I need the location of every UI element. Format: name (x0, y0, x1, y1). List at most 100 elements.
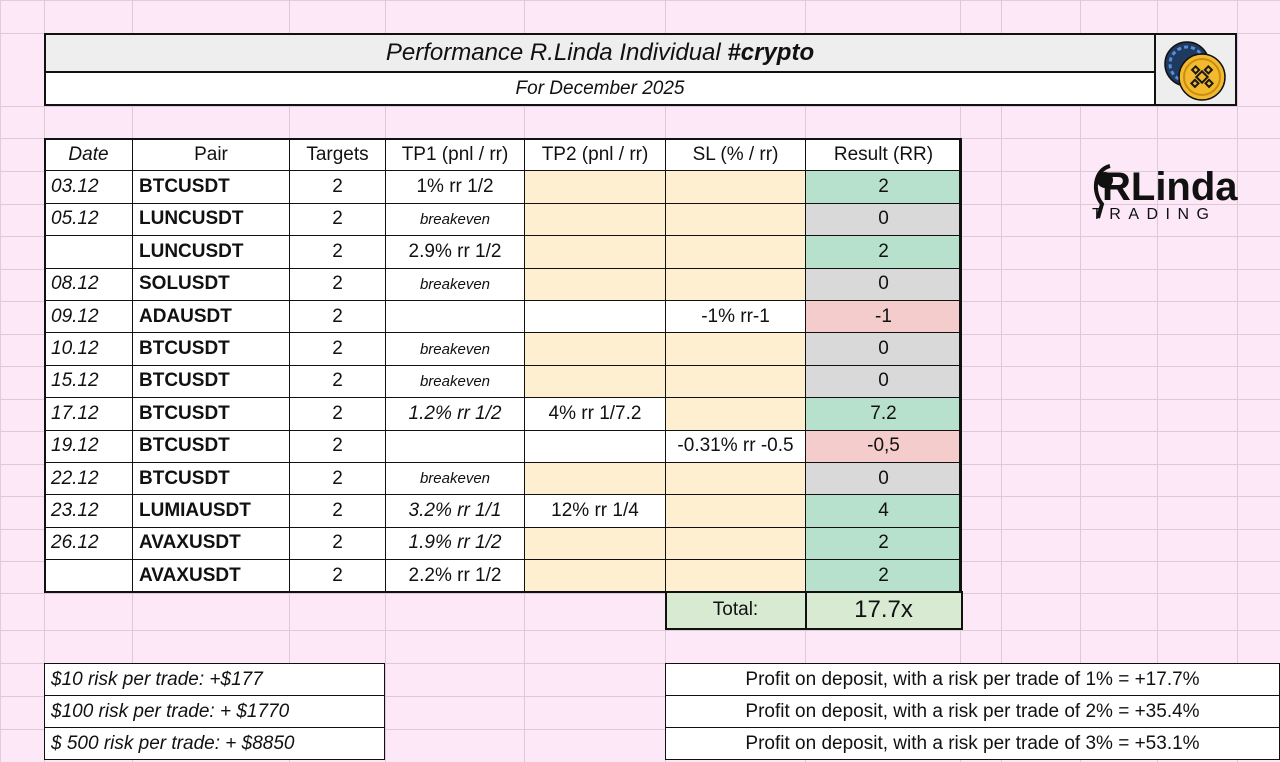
cell-targets: 2 (289, 170, 386, 204)
table-row: LUNCUSDT 2 2.9% rr 1/2 2 (44, 235, 962, 269)
cell-tp2 (524, 235, 666, 269)
table-row: 22.12 BTCUSDT 2 breakeven 0 (44, 461, 962, 496)
cell-date: 22.12 (44, 461, 133, 496)
cell-targets: 2 (289, 429, 386, 463)
cell-result: 0 (805, 461, 962, 496)
cell-pair: AVAXUSDT (132, 526, 290, 561)
title-tag: #crypto (727, 39, 815, 66)
table-row: 19.12 BTCUSDT 2 -0.31% rr -0.5 -0,5 (44, 429, 962, 463)
cell-sl (665, 461, 806, 496)
cell-tp1: 3.2% rr 1/1 (385, 494, 525, 528)
table-row: AVAXUSDT 2 2.2% rr 1/2 2 (44, 559, 962, 593)
deposit-profit-row: Profit on deposit, with a risk per trade… (665, 727, 1280, 760)
cell-targets: 2 (289, 267, 386, 301)
deposit-profit-table: Profit on deposit, with a risk per trade… (665, 663, 1280, 760)
cell-targets: 2 (289, 364, 386, 399)
cell-result: 0 (805, 267, 962, 301)
col-header-sl: SL (% / rr) (665, 137, 806, 172)
cell-tp2 (524, 461, 666, 496)
cell-tp2: 4% rr 1/7.2 (524, 397, 666, 431)
table-row: 08.12 SOLUSDT 2 breakeven 0 (44, 267, 962, 301)
risk-example-row: $ 500 risk per trade: + $8850 (44, 727, 385, 760)
cell-targets: 2 (289, 461, 386, 496)
cell-pair: BTCUSDT (132, 429, 290, 463)
cell-date (44, 235, 133, 269)
cell-result: 2 (805, 235, 962, 269)
cell-sl: -0.31% rr -0.5 (665, 429, 806, 463)
cell-date: 09.12 (44, 299, 133, 334)
cell-date: 10.12 (44, 332, 133, 366)
cell-targets: 2 (289, 202, 386, 237)
cell-tp1: breakeven (385, 332, 525, 366)
table-row: 10.12 BTCUSDT 2 breakeven 0 (44, 332, 962, 366)
cell-tp2 (524, 429, 666, 463)
cell-tp1 (385, 429, 525, 463)
table-row: 03.12 BTCUSDT 2 1% rr 1/2 2 (44, 170, 962, 204)
risk-example-row: $10 risk per trade: +$177 (44, 663, 385, 696)
deposit-profit-row: Profit on deposit, with a risk per trade… (665, 695, 1280, 728)
brand-tagline: TRADING (1092, 206, 1217, 223)
cell-tp1: 1% rr 1/2 (385, 170, 525, 204)
cell-targets: 2 (289, 235, 386, 269)
cell-tp1 (385, 299, 525, 334)
col-header-targets: Targets (289, 137, 386, 172)
risk-example-row: $100 risk per trade: + $1770 (44, 695, 385, 728)
col-header-result: Result (RR) (805, 137, 962, 172)
total-row: Total: 17.7x (45, 590, 963, 630)
binance-coin-icon (1156, 35, 1235, 104)
cell-tp2 (524, 299, 666, 334)
cell-pair: LUNCUSDT (132, 235, 290, 269)
performance-table: Date Pair Targets TP1 (pnl / rr) TP2 (pn… (44, 137, 963, 630)
table-row: 05.12 LUNCUSDT 2 breakeven 0 (44, 202, 962, 237)
cell-tp2 (524, 267, 666, 301)
total-label: Total: (664, 590, 807, 630)
cell-date: 05.12 (44, 202, 133, 237)
cell-targets: 2 (289, 397, 386, 431)
cell-date: 03.12 (44, 170, 133, 204)
cell-sl (665, 397, 806, 431)
cell-pair: BTCUSDT (132, 397, 290, 431)
cell-result: 0 (805, 364, 962, 399)
cell-sl (665, 559, 806, 593)
cell-tp1: breakeven (385, 267, 525, 301)
cell-result: 2 (805, 559, 962, 593)
cell-date: 17.12 (44, 397, 133, 431)
cell-result: 0 (805, 202, 962, 237)
cell-date: 26.12 (44, 526, 133, 561)
cell-tp1: 2.9% rr 1/2 (385, 235, 525, 269)
cell-pair: LUNCUSDT (132, 202, 290, 237)
cell-tp1: 1.9% rr 1/2 (385, 526, 525, 561)
deposit-profit-row: Profit on deposit, with a risk per trade… (665, 663, 1280, 696)
cell-tp1: breakeven (385, 461, 525, 496)
cell-targets: 2 (289, 299, 386, 334)
report-header: Performance R.Linda Individual #crypto F… (44, 33, 1237, 106)
cell-sl (665, 494, 806, 528)
report-title: Performance R.Linda Individual #crypto (46, 35, 1156, 73)
col-header-tp1: TP1 (pnl / rr) (385, 137, 525, 172)
table-row: 09.12 ADAUSDT 2 -1% rr-1 -1 (44, 299, 962, 334)
cell-sl: -1% rr-1 (665, 299, 806, 334)
cell-date: 23.12 (44, 494, 133, 528)
cell-date: 15.12 (44, 364, 133, 399)
cell-pair: BTCUSDT (132, 364, 290, 399)
cell-sl (665, 364, 806, 399)
table-row: 17.12 BTCUSDT 2 1.2% rr 1/2 4% rr 1/7.2 … (44, 397, 962, 431)
cell-pair: BTCUSDT (132, 332, 290, 366)
cell-tp1: 1.2% rr 1/2 (385, 397, 525, 431)
cell-targets: 2 (289, 494, 386, 528)
cell-pair: AVAXUSDT (132, 559, 290, 593)
cell-sl (665, 526, 806, 561)
cell-result: 0 (805, 332, 962, 366)
cell-result: 7.2 (805, 397, 962, 431)
cell-sl (665, 267, 806, 301)
cell-pair: SOLUSDT (132, 267, 290, 301)
col-header-pair: Pair (132, 137, 290, 172)
cell-tp2 (524, 559, 666, 593)
cell-result: 4 (805, 494, 962, 528)
brand-name: RLinda (1102, 165, 1238, 209)
cell-tp2 (524, 526, 666, 561)
cell-targets: 2 (289, 559, 386, 593)
cell-result: -1 (805, 299, 962, 334)
cell-date (44, 559, 133, 593)
cell-tp2 (524, 170, 666, 204)
